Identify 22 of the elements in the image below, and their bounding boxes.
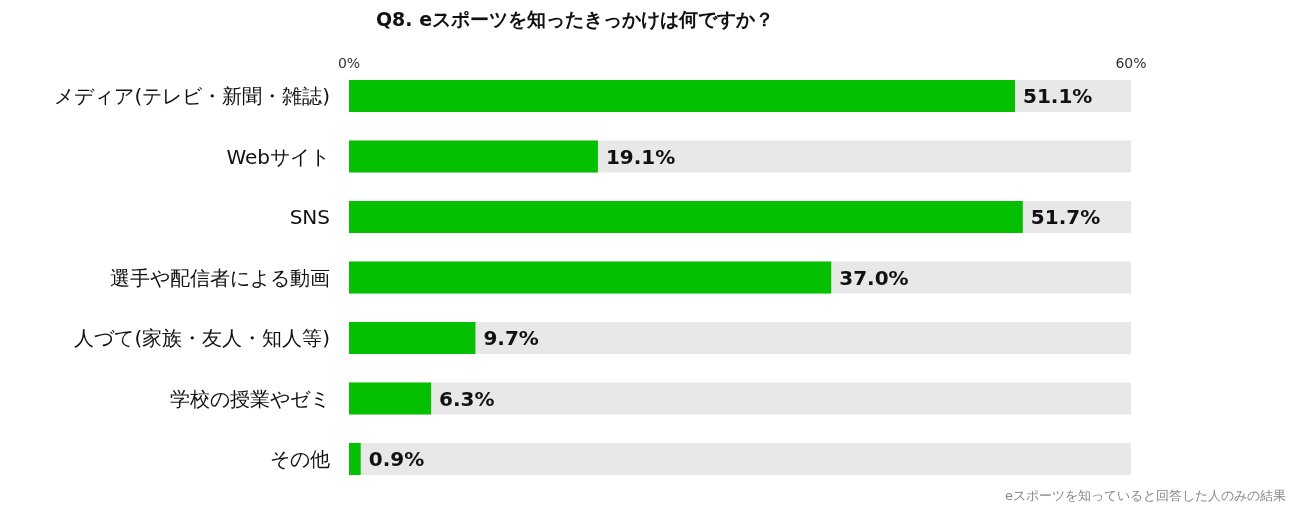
y-tick-label: SNS [289,205,330,229]
data-label: 51.1% [1023,84,1093,108]
bar [349,443,361,475]
chart-title: Q8. eスポーツを知ったきっかけは何ですか？ [375,8,775,30]
y-tick-label: その他 [270,447,330,471]
y-tick-label: Webサイト [226,144,330,169]
data-label: 9.7% [483,326,539,350]
data-label: 0.9% [368,447,425,471]
y-tick-label: 学校の授業やゼミ [170,386,330,411]
bar [349,382,432,415]
bar [349,140,598,173]
x-tick-label: 0% [337,55,361,71]
data-label: 37.0% [839,265,909,290]
y-tick-label: 人づて(家族・友人・知人等) [74,326,330,350]
y-tick-label: メディア(テレビ・新聞・雑誌) [54,84,330,108]
annotation: eスポーツを知っていると回答した人のみの結果 [1005,488,1286,503]
data-label: 6.3% [439,386,495,411]
y-tick-label: 選手や配信者による動画 [110,265,330,290]
x-tick-label: 60% [1115,55,1147,71]
data-label: 51.7% [1030,205,1101,229]
data-label: 19.1% [605,144,676,169]
bar [349,322,476,354]
